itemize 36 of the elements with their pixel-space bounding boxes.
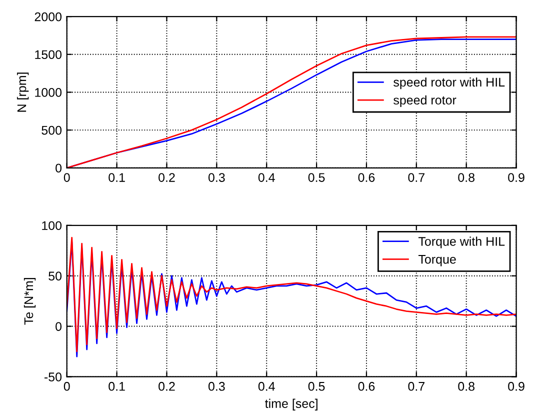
x-tick-label: 0.6 xyxy=(358,382,375,391)
y-tick-label: 500 xyxy=(42,126,62,135)
x-tick-label: 0.1 xyxy=(108,173,125,182)
x-tick-label: 0.8 xyxy=(458,382,474,391)
x-tick-label: 0.5 xyxy=(308,173,325,182)
legend-label: speed rotor xyxy=(394,95,456,108)
y-tick-label: 2000 xyxy=(34,12,62,22)
x-tick-label: 0 xyxy=(64,382,70,391)
legend-label: Torque with HIL xyxy=(418,236,505,248)
y-tick-label: 1500 xyxy=(35,50,62,60)
legend-label: Torque xyxy=(418,255,456,266)
x-tick-label: 0.8 xyxy=(458,173,474,182)
x-tick-label: 0.2 xyxy=(158,173,175,182)
y-axis-title: N [rpm] xyxy=(17,72,29,112)
x-tick-label: 0 xyxy=(64,173,70,182)
y-axis-title: Te [N*m] xyxy=(24,278,36,325)
x-tick-label: 0.3 xyxy=(208,173,225,182)
x-tick-label: 0.7 xyxy=(408,382,424,391)
x-tick-label: 0.9 xyxy=(508,382,524,391)
x-tick-label: 0.5 xyxy=(308,382,325,391)
y-tick-label: 100 xyxy=(42,221,62,230)
x-tick-label: 0.9 xyxy=(508,173,524,182)
y-tick-label: 0 xyxy=(56,322,62,331)
x-tick-label: 0.1 xyxy=(108,382,125,391)
y-tick-label: 50 xyxy=(48,272,62,280)
legend-label: speed rotor with HIL xyxy=(394,77,505,90)
x-tick-label: 0.7 xyxy=(408,173,424,182)
x-tick-label: 0.6 xyxy=(358,173,375,182)
x-tick-label: 0.4 xyxy=(258,173,275,182)
y-tick-label: -50 xyxy=(44,372,62,382)
x-tick-label: 0.4 xyxy=(258,382,275,391)
x-axis-title: time [sec] xyxy=(265,398,318,410)
x-tick-label: 0.3 xyxy=(208,382,225,391)
y-tick-label: 0 xyxy=(56,164,62,173)
x-tick-label: 0.2 xyxy=(158,382,175,391)
y-tick-label: 1000 xyxy=(35,88,62,97)
